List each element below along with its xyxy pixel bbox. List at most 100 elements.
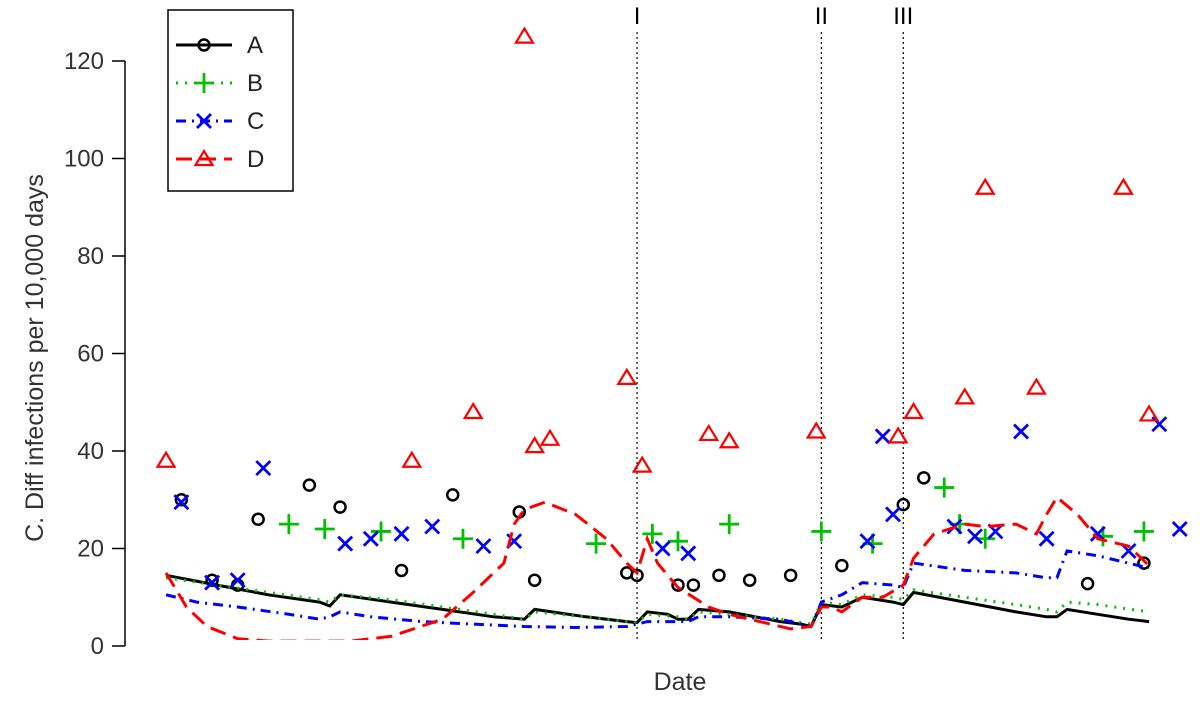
data-point <box>859 533 876 550</box>
data-point <box>903 401 924 420</box>
data-point <box>513 26 535 44</box>
data-point <box>333 500 347 514</box>
event-marker-label: III <box>893 3 913 30</box>
event-markers: I II III <box>634 3 913 640</box>
data-point <box>654 540 671 557</box>
data-point <box>1151 416 1168 433</box>
event-marker-label: I <box>634 3 641 30</box>
series-A <box>165 471 1151 629</box>
data-point <box>805 421 827 439</box>
data-point <box>393 525 410 542</box>
data-point <box>1171 521 1188 537</box>
data-point <box>452 528 473 549</box>
data-point <box>337 535 354 552</box>
y-tick-label: 40 <box>77 438 104 465</box>
data-point <box>917 471 931 485</box>
legend-label-A: A <box>247 32 263 59</box>
data-point <box>686 578 701 592</box>
legend-symbol-C <box>196 113 212 129</box>
y-tick-label: 120 <box>64 48 104 75</box>
data-point <box>631 455 653 473</box>
data-point <box>539 428 561 446</box>
data-point <box>401 450 423 468</box>
event-marker-label: II <box>815 3 828 30</box>
series-line-B <box>165 576 1150 626</box>
data-point <box>712 568 726 583</box>
y-tick-label: 100 <box>64 146 104 173</box>
data-point <box>527 573 542 587</box>
data-point <box>229 572 246 589</box>
y-axis-title: C. Diff infections per 10,000 days <box>21 174 49 542</box>
data-point <box>174 493 189 507</box>
data-point <box>445 488 460 502</box>
legend-box <box>167 9 294 192</box>
data-point <box>1013 423 1030 440</box>
data-point <box>874 428 891 445</box>
data-point <box>630 568 644 583</box>
legend-symbol-A <box>197 38 211 52</box>
data-point <box>954 387 976 405</box>
legend-label-C: C <box>247 108 264 135</box>
data-point <box>314 519 335 539</box>
data-point <box>1112 177 1134 195</box>
data-point <box>1038 530 1055 547</box>
legend-symbol-D <box>193 148 215 167</box>
series-line-D <box>164 495 1151 640</box>
y-axis: 0 20 40 60 80 100 120 <box>64 48 126 660</box>
data-point <box>278 514 299 535</box>
data-point <box>887 426 909 444</box>
data-point <box>1133 521 1154 542</box>
data-point <box>173 494 190 511</box>
data-point <box>835 558 849 573</box>
data-point <box>811 521 832 542</box>
data-point <box>966 528 983 545</box>
data-point <box>362 530 379 547</box>
data-point <box>642 523 663 544</box>
data-point <box>698 423 720 442</box>
data-point <box>680 545 697 562</box>
series-B <box>165 477 1154 626</box>
series-D <box>155 26 1160 640</box>
data-point <box>671 578 685 592</box>
data-point <box>475 538 492 555</box>
data-point <box>394 563 409 578</box>
series-C <box>165 416 1188 630</box>
data-point <box>524 436 546 454</box>
data-point <box>783 568 798 583</box>
data-point <box>1137 556 1151 570</box>
data-point <box>1025 377 1047 395</box>
data-point <box>204 574 221 591</box>
data-point <box>934 477 955 498</box>
y-tick-label: 20 <box>77 536 104 563</box>
y-ticks: 0 20 40 60 80 100 120 <box>64 48 125 660</box>
y-tick-label: 60 <box>77 341 104 368</box>
data-point <box>424 518 441 535</box>
series-line-C <box>165 549 1150 630</box>
data-point <box>668 531 688 552</box>
series-line-A <box>165 573 1150 629</box>
data-point <box>462 401 484 420</box>
series-layer <box>155 26 1188 640</box>
data-point <box>1080 576 1095 591</box>
legend-label-D: D <box>247 146 264 173</box>
data-point <box>742 573 757 587</box>
y-tick-label: 0 <box>91 633 104 660</box>
data-point <box>974 177 996 195</box>
data-point <box>251 512 265 526</box>
legend-label-B: B <box>247 70 263 97</box>
data-point <box>896 497 911 512</box>
data-point <box>718 431 740 449</box>
data-point <box>255 460 272 477</box>
data-point <box>302 478 317 492</box>
data-point <box>616 367 638 385</box>
data-point <box>1138 404 1160 422</box>
x-axis-title: Date <box>654 668 707 696</box>
legend-symbol-B <box>194 73 214 93</box>
data-point <box>885 506 902 523</box>
data-point <box>155 450 177 468</box>
data-point <box>371 521 392 542</box>
y-tick-label: 80 <box>77 243 104 270</box>
data-point <box>719 514 740 535</box>
